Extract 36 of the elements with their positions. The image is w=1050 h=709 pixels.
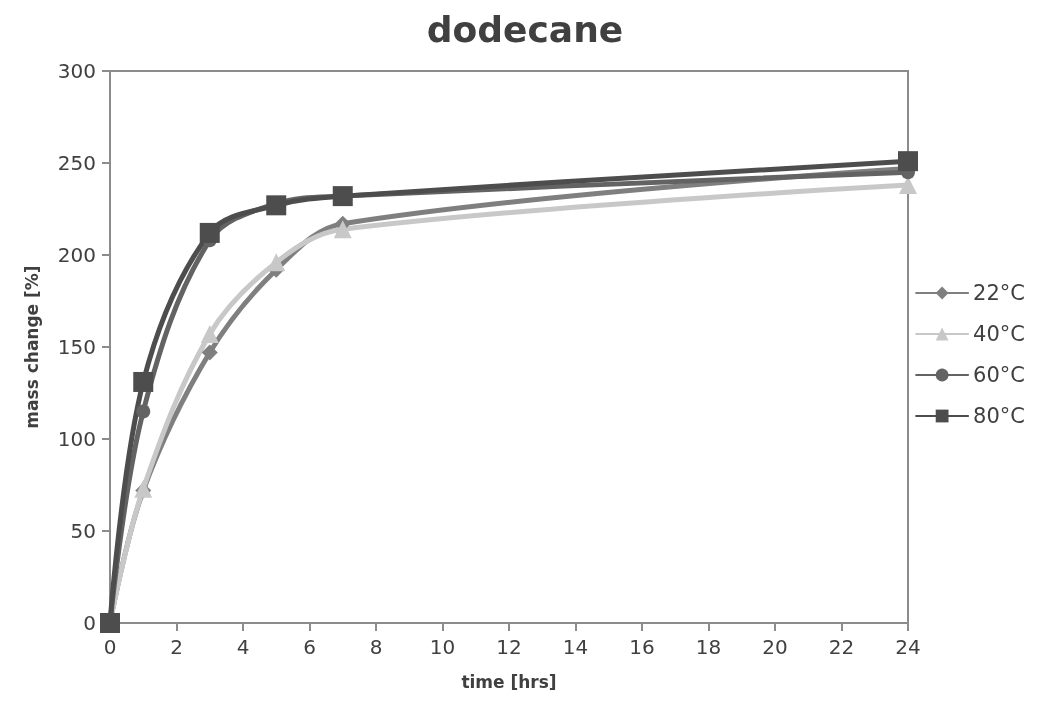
y-tick-label: 150 — [57, 335, 96, 359]
x-tick-label: 16 — [629, 635, 655, 659]
x-tick-label: 22 — [828, 635, 855, 659]
x-tick-label: 14 — [562, 635, 589, 659]
x-tick-label: 4 — [236, 635, 250, 659]
legend-label: 22°C — [973, 281, 1026, 305]
x-tick-label: 2 — [170, 635, 183, 659]
x-axis-title: time [hrs] — [461, 671, 557, 692]
x-tick-label: 20 — [762, 635, 788, 659]
y-tick-label: 0 — [83, 611, 96, 635]
y-axis-title: mass change [%] — [21, 265, 42, 429]
legend-label: 40°C — [973, 322, 1026, 346]
point — [133, 371, 154, 392]
y-tick-label: 250 — [57, 151, 96, 175]
y-tick-label: 50 — [70, 519, 96, 543]
legend-label: 80°C — [973, 404, 1026, 428]
point — [199, 222, 220, 243]
x-tick-label: 6 — [303, 635, 316, 659]
point — [267, 253, 286, 272]
x-tick-label: 8 — [369, 635, 383, 659]
point — [201, 344, 218, 361]
x-tick-label: 24 — [895, 635, 921, 659]
x-tick-label: 0 — [103, 635, 117, 659]
point — [200, 325, 219, 344]
point — [333, 220, 352, 239]
point — [898, 151, 918, 172]
chart-title: dodecane — [426, 8, 624, 50]
legend-label: 60°C — [973, 363, 1026, 387]
point — [136, 404, 151, 419]
x-tick-label: 10 — [429, 635, 456, 659]
x-tick-label: 12 — [496, 635, 522, 659]
y-tick-label: 100 — [57, 427, 96, 451]
point — [266, 195, 287, 216]
y-tick-label: 300 — [57, 59, 96, 83]
y-tick-label: 200 — [57, 243, 96, 267]
x-tick-label: 18 — [695, 635, 722, 659]
